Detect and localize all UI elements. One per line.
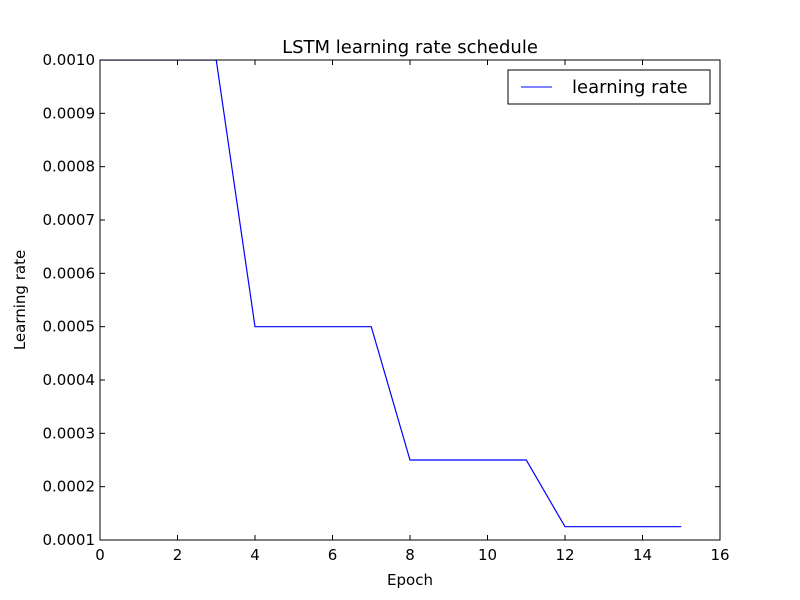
x-tick-label: 12 [555, 546, 574, 564]
y-tick-label: 0.0010 [43, 51, 96, 69]
x-tick-label: 0 [95, 546, 105, 564]
series-line-learning-rate [100, 60, 682, 528]
y-axis-label: Learning rate [11, 250, 29, 350]
y-tick-label: 0.0005 [43, 318, 96, 336]
x-tick-label: 8 [405, 546, 415, 564]
legend: learning rate [507, 69, 711, 105]
chart-title: LSTM learning rate schedule [282, 37, 538, 58]
x-tick-label: 10 [478, 546, 497, 564]
series-layer [100, 60, 682, 528]
ticks-layer: 0 2 4 6 8 10 12 14 16 0.0001 0.0002 0.0003 0.0004 0.0… [43, 51, 730, 564]
x-tick-label: 16 [710, 546, 729, 564]
y-tick-label: 0.0002 [43, 478, 96, 496]
y-tick-label: 0.0004 [43, 371, 96, 389]
x-axis-label: Epoch [387, 571, 433, 589]
y-tick-label: 0.0006 [43, 264, 96, 282]
y-tick-label: 0.0001 [43, 531, 96, 549]
y-tick-label: 0.0009 [43, 104, 96, 122]
y-tick-label: 0.0007 [43, 211, 96, 229]
y-tick-label: 0.0008 [43, 158, 96, 176]
plot-frame [99, 59, 721, 541]
x-tick-label: 4 [250, 546, 260, 564]
x-tick-label: 14 [633, 546, 652, 564]
legend-label: learning rate [572, 77, 688, 98]
x-tick-label: 6 [328, 546, 338, 564]
y-tick-label: 0.0003 [43, 424, 96, 442]
x-tick-label: 2 [173, 546, 183, 564]
